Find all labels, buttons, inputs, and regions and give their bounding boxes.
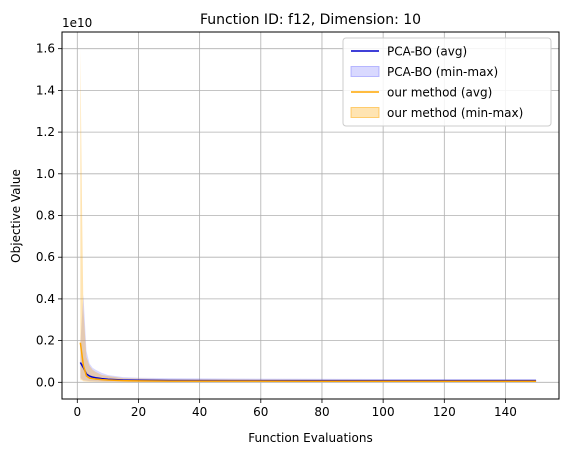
legend-label: our method (min-max): [387, 106, 523, 120]
y-tick-label: 0.8: [36, 209, 55, 223]
x-tick-label: 40: [192, 405, 207, 419]
y-tick-label: 1.0: [36, 167, 55, 181]
y-tick-label: 0.4: [36, 292, 55, 306]
y-tick-label: 1.6: [36, 42, 55, 56]
legend-label: PCA-BO (min-max): [387, 65, 498, 79]
y-offset-label: 1e10: [62, 16, 92, 30]
legend-box: [342, 37, 552, 127]
chart-title: Function ID: f12, Dimension: 10: [200, 12, 421, 28]
series-line-2: [79, 342, 537, 383]
x-axis-label: Function Evaluations: [248, 431, 372, 445]
legend-swatch-band: [350, 107, 380, 118]
y-axis-label: Objective Value: [9, 169, 23, 263]
x-tick-label: 20: [131, 405, 146, 419]
x-tick-label: 100: [372, 405, 395, 419]
x-tick-label: 120: [433, 405, 456, 419]
y-tick-label: 0.6: [36, 250, 55, 264]
x-tick-label: 80: [314, 405, 329, 419]
line-layer: [79, 342, 537, 383]
legend-swatch-band: [350, 66, 380, 77]
tick-layer: 0 20 40 60 80 100 120 140 0.0 0.2 0.4 0.6 0.8 1.0 1.2 1…: [36, 42, 517, 419]
y-tick-label: 1.2: [36, 125, 55, 139]
x-tick-label: 60: [253, 405, 268, 419]
y-tick-label: 1.4: [36, 83, 55, 97]
y-tick-label: 0.0: [36, 375, 55, 389]
legend-label: PCA-BO (avg): [387, 45, 467, 59]
legend: PCA-BO (avg) PCA-BO (min-max) our method (…: [342, 37, 552, 127]
x-tick-label: 140: [494, 405, 517, 419]
x-tick-label: 0: [73, 405, 81, 419]
y-tick-label: 0.2: [36, 334, 55, 348]
legend-label: our method (avg): [387, 86, 492, 100]
